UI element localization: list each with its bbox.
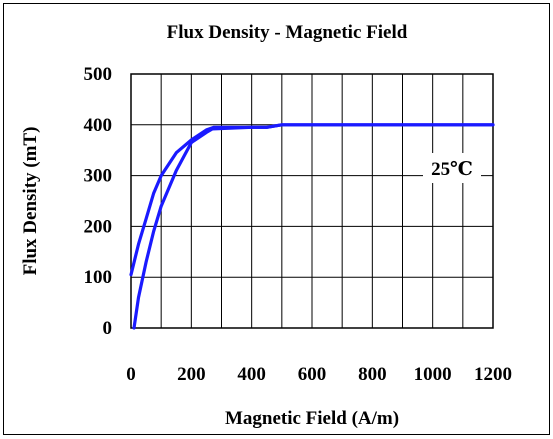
x-tick-label: 600	[298, 364, 327, 385]
x-tick-label: 400	[237, 364, 266, 385]
y-tick-label: 200	[84, 216, 113, 237]
series-layer	[129, 123, 495, 330]
x-tick-label: 1000	[414, 364, 452, 385]
series-line-2	[132, 123, 495, 330]
annotation-label: 25℃	[431, 159, 473, 180]
y-tick-label: 400	[84, 115, 113, 136]
chart-title: Flux Density - Magnetic Field	[167, 22, 408, 43]
x-axis-label: Magnetic Field (A/m)	[225, 408, 399, 429]
grid	[131, 74, 493, 328]
x-tick-label: 200	[177, 364, 206, 385]
y-tick-label: 100	[84, 267, 113, 288]
x-tick-label: 1200	[474, 364, 512, 385]
plot-area-border	[130, 73, 494, 329]
chart-svg: Flux Density - Magnetic Field 0 100 200 300…	[20, 22, 512, 429]
x-tick-label: 800	[358, 364, 387, 385]
x-tick-label: 0	[126, 364, 136, 385]
y-axis-label: Flux Density (mT)	[20, 127, 41, 276]
chart-frame: Flux Density - Magnetic Field 0 100 200 300…	[3, 3, 550, 435]
x-axis-ticks: 0 200 400 600 800 1000 1200	[126, 364, 512, 385]
temperature-annotation: 25℃	[423, 153, 481, 183]
y-tick-label: 500	[84, 64, 113, 85]
y-tick-label: 0	[103, 318, 113, 339]
annotation-background	[423, 153, 481, 183]
y-axis-ticks: 0 100 200 300 400 500	[84, 64, 113, 339]
y-tick-label: 300	[84, 166, 113, 187]
